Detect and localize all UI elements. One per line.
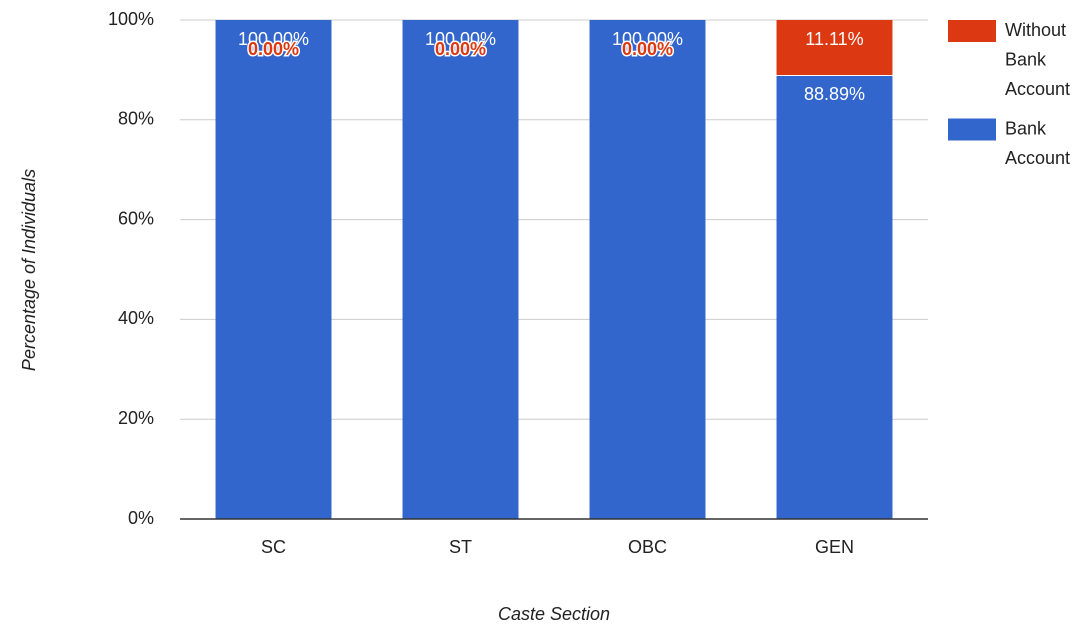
data-label: 100.00% bbox=[238, 29, 309, 49]
data-label: 88.89% bbox=[804, 84, 865, 104]
data-label: 0.00% bbox=[622, 39, 673, 59]
data-label: 100.00% bbox=[612, 29, 683, 49]
legend-label: Without Bank Account bbox=[1005, 20, 1070, 99]
y-tick-label: 0% bbox=[128, 508, 154, 528]
y-axis-title: Percentage of Individuals bbox=[19, 169, 39, 371]
x-tick-label: ST bbox=[449, 537, 472, 557]
y-tick-label: 100% bbox=[108, 9, 154, 29]
bar-segment bbox=[776, 75, 893, 519]
bar-segment bbox=[402, 20, 519, 519]
data-label: 11.11% bbox=[805, 29, 863, 49]
legend-swatch bbox=[948, 118, 996, 141]
x-tick-label: GEN bbox=[815, 537, 854, 557]
bar-segment bbox=[215, 20, 332, 519]
x-axis-title: Caste Section bbox=[498, 604, 610, 624]
x-tick-label: OBC bbox=[628, 537, 667, 557]
data-label: 100.00% bbox=[425, 29, 496, 49]
bar-segment bbox=[776, 20, 893, 76]
y-tick-label: 60% bbox=[118, 208, 154, 228]
legend-swatch bbox=[948, 20, 996, 42]
data-label: 0.00% bbox=[248, 39, 299, 59]
data-label: 0.00% bbox=[435, 39, 486, 59]
y-tick-label: 40% bbox=[118, 308, 154, 328]
bar-segment bbox=[589, 20, 706, 519]
y-tick-label: 20% bbox=[118, 408, 154, 428]
y-tick-label: 80% bbox=[118, 109, 154, 129]
x-tick-label: SC bbox=[261, 537, 286, 557]
legend-label: Bank Account bbox=[1005, 118, 1070, 168]
